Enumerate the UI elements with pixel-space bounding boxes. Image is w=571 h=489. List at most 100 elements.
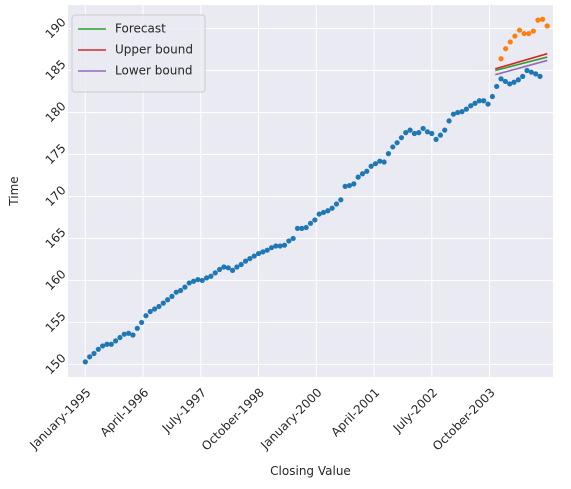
forecast-point xyxy=(498,56,504,62)
historical-point xyxy=(342,183,348,189)
historical-point xyxy=(307,220,314,226)
historical-point xyxy=(234,264,240,270)
historical-point xyxy=(476,98,482,104)
series-line-forecast xyxy=(495,56,548,72)
historical-point xyxy=(264,247,270,253)
historical-point xyxy=(320,209,327,216)
x-tick-label: July-2002 xyxy=(390,385,440,435)
historical-point xyxy=(242,258,249,264)
historical-point xyxy=(225,265,231,271)
historical-point xyxy=(247,255,253,262)
historical-point xyxy=(203,275,210,281)
historical-point xyxy=(377,158,383,164)
historical-point xyxy=(420,125,426,132)
historical-point xyxy=(126,330,132,336)
historical-point xyxy=(455,109,461,116)
historical-point xyxy=(91,350,97,357)
forecast-point xyxy=(503,46,509,52)
legend-box xyxy=(71,14,206,93)
x-tick-labels: January-1995 April-1996 July-1997October-1… xyxy=(26,385,497,453)
historical-point xyxy=(195,276,201,283)
historical-point xyxy=(325,208,331,214)
historical-point xyxy=(520,73,526,79)
historical-point xyxy=(121,331,127,337)
historical-point xyxy=(255,250,262,257)
historical-point xyxy=(390,144,396,150)
y-tick-label: 190 xyxy=(43,15,69,41)
forecast-point xyxy=(512,33,518,39)
historical-point xyxy=(502,78,508,85)
y-axis-label: Time xyxy=(7,176,21,206)
forecast-lines xyxy=(495,52,548,76)
historical-point xyxy=(346,182,353,189)
historical-point xyxy=(333,201,340,207)
legend-label: Lower bound xyxy=(115,64,193,78)
historical-point xyxy=(268,245,275,251)
x-tick-label: April-1996 xyxy=(97,385,151,439)
historical-point xyxy=(173,289,179,295)
y-tick-label: 165 xyxy=(43,225,69,251)
historical-point xyxy=(424,129,431,135)
historical-point xyxy=(359,171,366,177)
historical-point xyxy=(100,343,106,349)
y-tick-label: 180 xyxy=(43,99,69,125)
historical-point xyxy=(190,278,197,284)
historical-point xyxy=(117,334,123,341)
historical-point xyxy=(164,297,171,303)
x-tick-label: January-2000 xyxy=(257,385,324,452)
historical-point xyxy=(312,217,318,223)
historical-point xyxy=(468,103,474,109)
forecast-point xyxy=(530,28,536,34)
x-tick-label: July-1997 xyxy=(159,385,209,435)
historical-point xyxy=(398,135,405,141)
historical-point xyxy=(273,243,279,249)
historical-point xyxy=(385,151,392,157)
forecast-point xyxy=(535,17,541,23)
historical-point xyxy=(182,284,188,290)
historical-point xyxy=(221,264,227,270)
historical-point xyxy=(95,346,101,352)
historical-point xyxy=(156,303,162,310)
forecast-point xyxy=(521,30,527,37)
historical-point xyxy=(381,159,387,165)
historical-point xyxy=(528,69,534,75)
x-tick-label: April-2001 xyxy=(328,385,382,439)
historical-point xyxy=(329,205,335,211)
historical-point xyxy=(186,280,192,286)
historical-point xyxy=(152,306,158,312)
historical-point xyxy=(139,319,145,326)
historical-point xyxy=(485,101,491,107)
historical-point xyxy=(481,98,487,104)
historical-point xyxy=(199,277,205,284)
historical-point xyxy=(511,79,517,85)
historical-point xyxy=(355,174,361,180)
historical-point xyxy=(229,267,236,273)
historical-point xyxy=(433,136,439,142)
y-tick-label: 175 xyxy=(43,141,69,167)
historical-point xyxy=(212,270,218,276)
historical-point xyxy=(134,325,140,331)
historical-point xyxy=(351,181,357,187)
historical-point xyxy=(208,273,214,279)
y-tick-label: 170 xyxy=(43,183,69,209)
historical-point xyxy=(537,73,543,79)
historical-point xyxy=(494,83,500,90)
historical-point xyxy=(472,100,478,106)
forecast-point xyxy=(540,16,546,22)
historical-point xyxy=(216,266,223,273)
historical-point xyxy=(368,163,374,169)
historical-point xyxy=(290,235,296,242)
series-line-upper-bound xyxy=(495,52,548,70)
historical-point xyxy=(299,225,305,231)
historical-point xyxy=(446,118,452,124)
historical-point xyxy=(177,287,184,294)
legend-label: Forecast xyxy=(115,22,166,36)
historical-point xyxy=(450,111,457,117)
historical-point xyxy=(364,168,370,174)
historical-point xyxy=(416,130,422,136)
historical-point xyxy=(316,211,322,217)
x-tick-label: October-1998 xyxy=(199,385,267,453)
y-tick-label: 185 xyxy=(43,57,69,83)
y-tick-labels: 150 155 160 165 170 175 180 185 190 xyxy=(43,15,69,377)
